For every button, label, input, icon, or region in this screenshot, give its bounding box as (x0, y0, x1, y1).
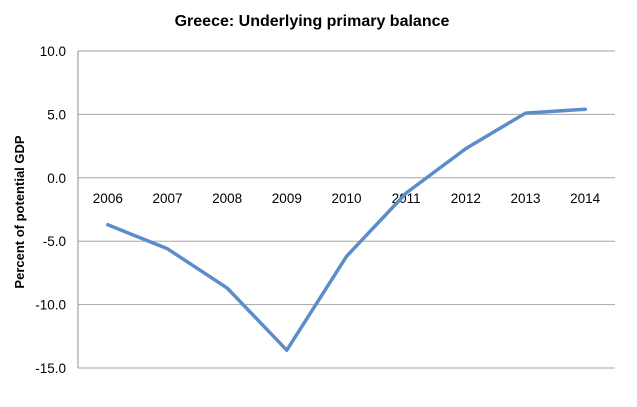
series-lines (106, 107, 587, 352)
x-tick-label: 2006 (93, 191, 123, 206)
x-tick-label: 2013 (510, 191, 540, 206)
data-point (225, 286, 229, 290)
x-tick-label: 2008 (212, 191, 242, 206)
x-tick-label: 2007 (152, 191, 182, 206)
data-point (285, 348, 289, 352)
y-axis-label: Percent of potential GDP (12, 135, 27, 288)
y-tick-labels: 10.0 5.0 0.0 -5.0 -10.0 -15.0 (35, 44, 66, 376)
data-point (583, 107, 587, 111)
series-line (106, 107, 587, 352)
data-point (404, 191, 408, 195)
data-point (344, 254, 349, 259)
x-tick-label: 2012 (451, 191, 481, 206)
x-tick-label: 2009 (272, 191, 302, 206)
y-tick-label: -10.0 (35, 298, 66, 313)
y-tick-label: 10.0 (40, 44, 66, 59)
x-tick-label: 2014 (570, 191, 601, 206)
y-tick-label: -5.0 (43, 234, 66, 249)
y-tick-label: -15.0 (35, 361, 66, 376)
x-tick-labels: 2006 2007 2008 2009 2010 2011 2012 2013 2014 (93, 191, 601, 206)
data-point (464, 147, 468, 151)
x-tick-label: 2010 (331, 191, 361, 206)
y-tick-label: 5.0 (47, 107, 66, 122)
y-tick-label: 0.0 (47, 171, 66, 186)
data-point (523, 111, 528, 115)
chart-title: Greece: Underlying primary balance (175, 13, 450, 30)
data-point (106, 223, 110, 227)
data-point (165, 247, 170, 251)
gridlines (77, 50, 615, 369)
